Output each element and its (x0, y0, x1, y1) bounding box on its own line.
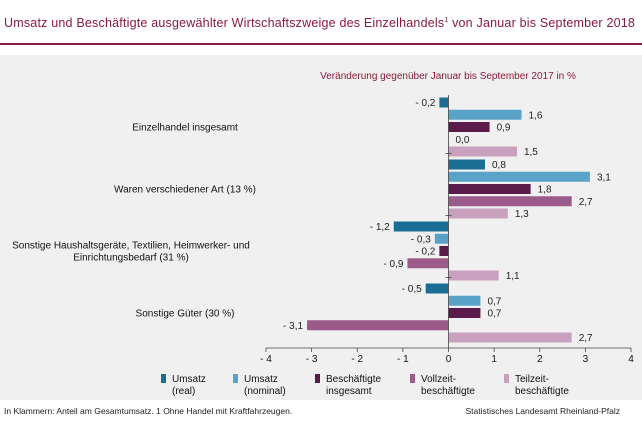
x-tick-label: 3 (583, 354, 589, 365)
bar (448, 308, 481, 318)
bar (448, 146, 517, 157)
data-label: - 3,1 (283, 321, 303, 332)
category-label: Waren verschiedener Art (13 %) (114, 185, 256, 196)
bar-chart: Veränderung gegenüber Januar bis Septemb… (12, 71, 634, 397)
x-tick-label: - 4 (260, 354, 272, 365)
bar (448, 184, 531, 194)
data-label: 0,7 (487, 309, 501, 320)
bar (307, 320, 449, 331)
x-tick-label: - 2 (351, 354, 363, 365)
data-label: - 0,5 (402, 284, 422, 295)
x-tick-label: 4 (628, 354, 634, 365)
data-label: - 0,3 (411, 234, 431, 245)
bar (434, 233, 449, 244)
legend-swatch (233, 374, 238, 383)
legend-label: Umsatz (244, 374, 278, 385)
data-label: 1,6 (529, 110, 543, 121)
legend-label: insgesamt (326, 386, 372, 397)
bar (407, 258, 449, 269)
legend-label: (real) (172, 386, 195, 397)
bar (448, 122, 490, 132)
chart-subtitle: Veränderung gegenüber Januar bis Septemb… (320, 71, 576, 82)
bar (448, 208, 508, 219)
legend-swatch (315, 374, 320, 383)
bar (439, 97, 449, 108)
x-tick-label: - 3 (306, 354, 318, 365)
legend-label: Vollzeit- (421, 374, 456, 385)
data-label: 1,3 (515, 209, 529, 220)
data-label: 3,1 (597, 172, 611, 183)
bar (448, 196, 572, 207)
data-label: 1,8 (538, 185, 552, 196)
data-label: 0,9 (497, 123, 511, 134)
data-label: 0,7 (487, 296, 501, 307)
x-tick-label: - 1 (397, 354, 409, 365)
x-tick-label: 0 (446, 354, 452, 365)
bar (448, 171, 590, 182)
legend-label: beschäftigte (421, 386, 475, 397)
bar (448, 295, 481, 306)
data-label: 1,1 (506, 271, 520, 282)
legend-swatch (410, 374, 415, 383)
legend-label: Umsatz (172, 374, 206, 385)
bar (425, 283, 449, 294)
legend-label: Beschäftigte (326, 374, 381, 385)
data-label: - 0,2 (415, 247, 435, 258)
x-tick-label: 1 (491, 354, 497, 365)
title-rule (0, 43, 642, 45)
x-tick-label: 2 (537, 354, 543, 365)
data-label: - 1,2 (370, 222, 390, 233)
chart-title: Umsatz und Beschäftigte ausgewählter Wir… (4, 16, 636, 30)
bar (448, 159, 485, 170)
legend-label: Teilzeit- (515, 374, 549, 385)
source-note: Statistisches Landesamt Rheinland-Pfalz (465, 406, 621, 416)
bar (448, 109, 522, 120)
legend-swatch (161, 374, 166, 383)
bar (439, 246, 449, 256)
bar (448, 270, 499, 281)
data-label: - 0,2 (415, 98, 435, 109)
category-label: Sonstige Güter (30 %) (136, 309, 235, 320)
data-label: 2,7 (579, 333, 593, 344)
data-label: - 0,9 (383, 259, 403, 270)
bar (448, 332, 572, 343)
legend-label: beschäftigte (515, 386, 569, 397)
category-label: Sonstige Haushaltsgeräte, Textilien, Hei… (12, 241, 250, 252)
footnote: In Klammern: Anteil am Gesamtumsatz. 1 O… (4, 406, 293, 416)
category-label: Einrichtungsbedarf (31 %) (73, 253, 189, 264)
category-label: Einzelhandel insgesamt (132, 123, 238, 134)
data-label: 0,8 (492, 160, 506, 171)
legend-label: (nominal) (244, 386, 286, 397)
legend-swatch (504, 374, 509, 383)
bar (393, 221, 449, 232)
data-label: 1,5 (524, 147, 538, 158)
data-label: 0,0 (456, 135, 470, 146)
data-label: 2,7 (579, 197, 593, 208)
